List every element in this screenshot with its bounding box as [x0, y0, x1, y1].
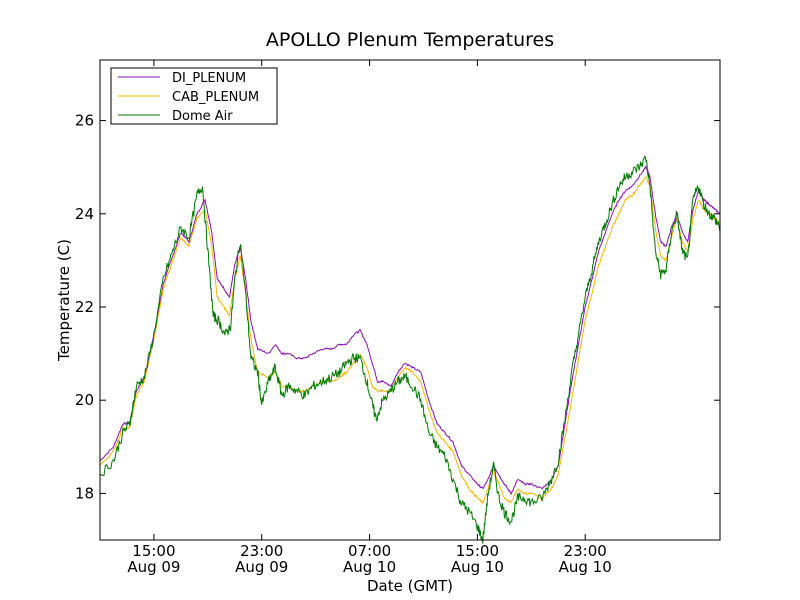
x-tick-label-time: 15:00 — [456, 542, 499, 560]
x-tick-label-time: 23:00 — [564, 542, 607, 560]
series-line-di-plenum — [99, 165, 721, 496]
y-axis-label: Temperature (C) — [55, 239, 73, 362]
legend-label-dome-air: Dome Air — [172, 109, 233, 124]
series-layer — [99, 156, 721, 544]
plot-frame — [99, 59, 721, 541]
series-line-cab-plenum — [99, 176, 721, 505]
y-tick-label: 18 — [75, 484, 94, 502]
chart-title: APOLLO Plenum Temperatures — [266, 29, 554, 51]
x-tick-label-date: Aug 09 — [235, 558, 288, 576]
x-tick-label-date: Aug 10 — [343, 558, 396, 576]
x-tick-label-time: 15:00 — [132, 542, 175, 560]
x-tick-label-date: Aug 09 — [127, 558, 180, 576]
y-tick-label: 22 — [75, 298, 94, 316]
x-tick-label-time: 23:00 — [240, 542, 283, 560]
x-tick-label-time: 07:00 — [348, 542, 391, 560]
x-axis-label: Date (GMT) — [367, 577, 453, 595]
y-tick-label: 24 — [75, 205, 94, 223]
legend: DI_PLENUM CAB_PLENUM Dome Air — [110, 67, 278, 125]
legend-label-di-plenum: DI_PLENUM — [172, 71, 246, 86]
y-tick-label: 26 — [75, 112, 94, 130]
y-tick-label: 20 — [75, 391, 94, 409]
series-line-dome-air — [99, 156, 721, 544]
legend-label-cab-plenum: CAB_PLENUM — [172, 90, 259, 105]
x-tick-label-date: Aug 10 — [559, 558, 612, 576]
plot-area — [100, 60, 720, 540]
x-tick-label-date: Aug 10 — [451, 558, 504, 576]
